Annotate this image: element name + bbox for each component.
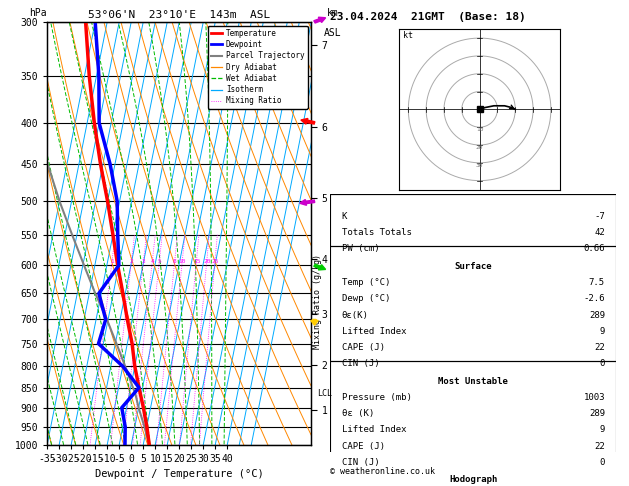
Text: 0: 0 bbox=[599, 359, 605, 368]
Text: Lifted Index: Lifted Index bbox=[342, 425, 406, 434]
Text: 2: 2 bbox=[130, 260, 133, 264]
Text: -7: -7 bbox=[594, 212, 605, 221]
Text: 5: 5 bbox=[158, 260, 162, 264]
Text: 10: 10 bbox=[179, 260, 186, 264]
Text: Lifted Index: Lifted Index bbox=[342, 327, 406, 336]
Title: 53°06'N  23°10'E  143m  ASL: 53°06'N 23°10'E 143m ASL bbox=[88, 10, 270, 20]
Text: 1003: 1003 bbox=[584, 393, 605, 402]
Text: K: K bbox=[342, 212, 347, 221]
Text: 15: 15 bbox=[193, 260, 200, 264]
Text: 0: 0 bbox=[599, 458, 605, 467]
Text: ASL: ASL bbox=[324, 28, 342, 38]
Text: Pressure (mb): Pressure (mb) bbox=[342, 393, 411, 402]
Legend: Temperature, Dewpoint, Parcel Trajectory, Dry Adiabat, Wet Adiabat, Isotherm, Mi: Temperature, Dewpoint, Parcel Trajectory… bbox=[208, 26, 308, 108]
Text: 30: 30 bbox=[476, 163, 483, 168]
Text: CIN (J): CIN (J) bbox=[342, 359, 379, 368]
Text: 42: 42 bbox=[594, 228, 605, 237]
Text: θε(K): θε(K) bbox=[342, 311, 369, 320]
Text: 8: 8 bbox=[173, 260, 177, 264]
Text: 0.66: 0.66 bbox=[584, 244, 605, 253]
Text: 9: 9 bbox=[599, 327, 605, 336]
Text: © weatheronline.co.uk: © weatheronline.co.uk bbox=[330, 467, 435, 476]
Text: 22: 22 bbox=[594, 442, 605, 451]
Text: 3: 3 bbox=[142, 260, 145, 264]
Text: Mixing Ratio (g/kg): Mixing Ratio (g/kg) bbox=[313, 254, 322, 349]
Text: Totals Totals: Totals Totals bbox=[342, 228, 411, 237]
Text: 20: 20 bbox=[203, 260, 211, 264]
Text: 20: 20 bbox=[476, 145, 483, 150]
Text: CAPE (J): CAPE (J) bbox=[342, 442, 385, 451]
Text: 9: 9 bbox=[599, 425, 605, 434]
Text: Temp (°C): Temp (°C) bbox=[342, 278, 390, 287]
Text: Hodograph: Hodograph bbox=[449, 475, 498, 485]
Text: CAPE (J): CAPE (J) bbox=[342, 343, 385, 352]
Text: CIN (J): CIN (J) bbox=[342, 458, 379, 467]
Text: 289: 289 bbox=[589, 311, 605, 320]
X-axis label: Dewpoint / Temperature (°C): Dewpoint / Temperature (°C) bbox=[95, 469, 264, 479]
Text: -2.6: -2.6 bbox=[584, 295, 605, 303]
Text: 289: 289 bbox=[589, 409, 605, 418]
Text: 23.04.2024  21GMT  (Base: 18): 23.04.2024 21GMT (Base: 18) bbox=[330, 12, 526, 22]
Text: kt: kt bbox=[403, 31, 413, 40]
Text: θε (K): θε (K) bbox=[342, 409, 374, 418]
Text: Most Unstable: Most Unstable bbox=[438, 377, 508, 386]
Text: 1: 1 bbox=[110, 260, 114, 264]
Text: 4: 4 bbox=[150, 260, 154, 264]
Text: 10: 10 bbox=[476, 127, 483, 132]
Text: 25: 25 bbox=[211, 260, 219, 264]
Text: Surface: Surface bbox=[455, 262, 492, 271]
Text: Dewp (°C): Dewp (°C) bbox=[342, 295, 390, 303]
Text: km: km bbox=[326, 8, 338, 17]
Text: PW (cm): PW (cm) bbox=[342, 244, 379, 253]
Text: 22: 22 bbox=[594, 343, 605, 352]
Text: hPa: hPa bbox=[29, 8, 47, 17]
Text: 7.5: 7.5 bbox=[589, 278, 605, 287]
Text: LCL: LCL bbox=[316, 389, 331, 398]
